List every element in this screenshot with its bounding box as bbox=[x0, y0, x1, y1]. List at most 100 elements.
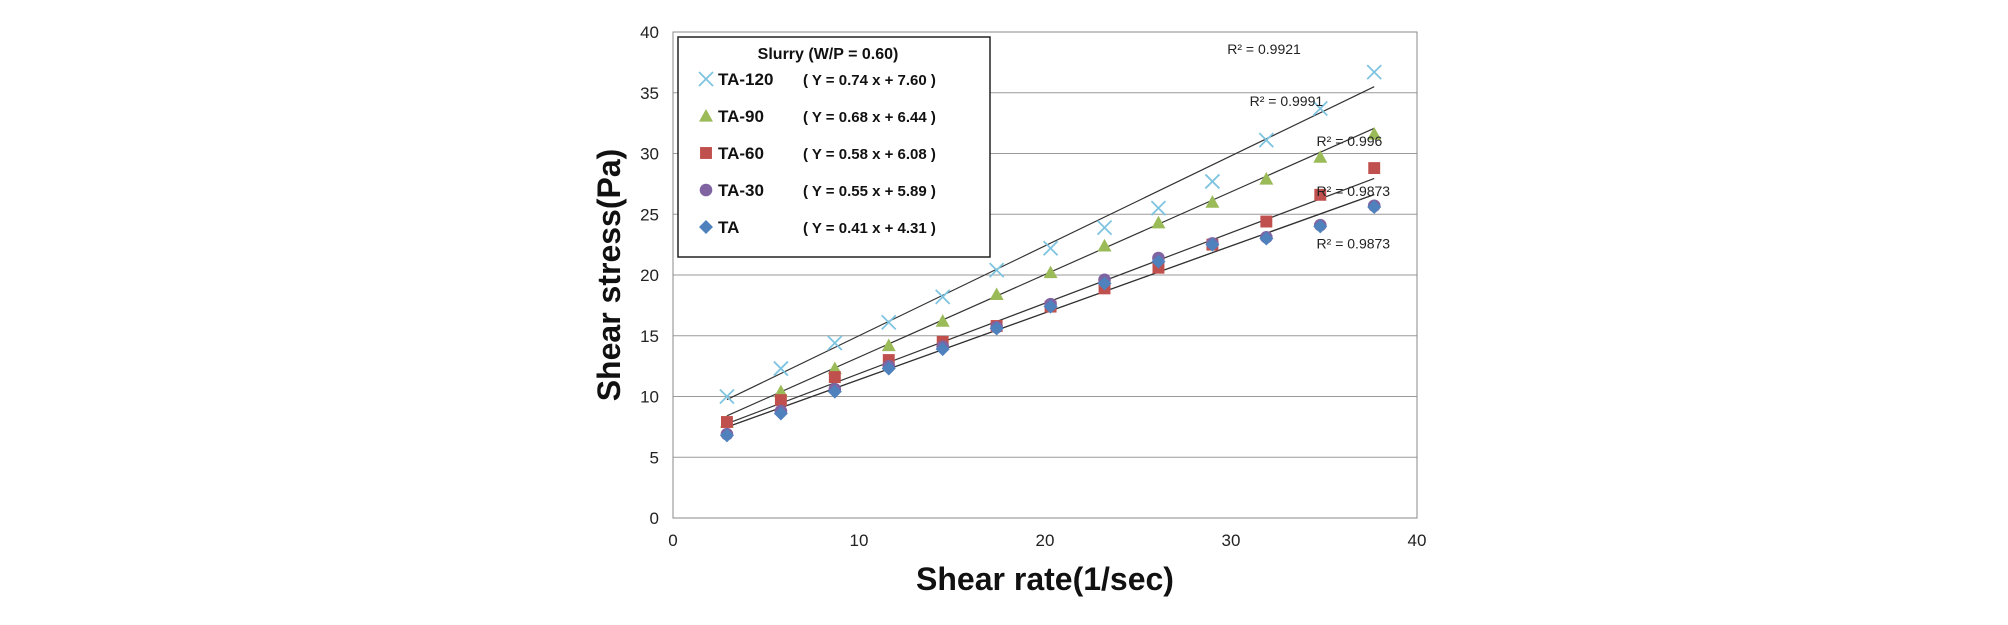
legend-series-name: TA bbox=[718, 218, 739, 237]
legend-equation: ( Y = 0.58 x + 6.08 ) bbox=[803, 146, 936, 163]
data-point bbox=[935, 342, 950, 357]
legend-marker bbox=[699, 109, 713, 122]
marker-stroke bbox=[827, 335, 843, 351]
data-point bbox=[1150, 200, 1167, 216]
x-tick-label: 40 bbox=[1408, 531, 1427, 550]
data-point bbox=[1097, 276, 1112, 291]
y-tick-label: 35 bbox=[640, 84, 659, 103]
r2-label-ta-120: R² = 0.9921 bbox=[1227, 41, 1301, 57]
data-point bbox=[719, 428, 734, 443]
x-tick-label: 30 bbox=[1222, 531, 1241, 550]
y-tick-label: 10 bbox=[640, 388, 659, 407]
legend-entry-ta-60: TA-60 ( Y = 0.58 x + 6.08 ) bbox=[700, 144, 936, 163]
data-point bbox=[935, 314, 950, 327]
series-ta-90 bbox=[719, 127, 1382, 428]
y-tick-label: 0 bbox=[650, 509, 659, 528]
data-point bbox=[989, 287, 1004, 301]
marker-stroke bbox=[1258, 132, 1274, 148]
data-point bbox=[719, 388, 735, 405]
marker-stroke bbox=[1150, 200, 1167, 216]
legend-equation: ( Y = 0.55 x + 5.89 ) bbox=[803, 183, 936, 200]
y-tick-label: 40 bbox=[640, 23, 659, 42]
data-point bbox=[1313, 150, 1328, 163]
marker-stroke bbox=[1312, 100, 1328, 117]
data-point bbox=[1314, 188, 1327, 201]
data-point bbox=[720, 416, 733, 428]
data-point bbox=[1259, 231, 1274, 246]
y-tick-label: 5 bbox=[650, 448, 659, 467]
data-point bbox=[1097, 238, 1112, 252]
marker-stroke bbox=[698, 71, 714, 87]
data-point bbox=[989, 321, 1004, 336]
data-point bbox=[773, 360, 789, 377]
data-point bbox=[1366, 64, 1382, 80]
legend-box bbox=[677, 36, 991, 258]
data-point bbox=[881, 314, 897, 331]
y-tick-label: 20 bbox=[640, 266, 659, 285]
r2-label-ta-60: R² = 0.996 bbox=[1317, 133, 1383, 149]
data-point bbox=[1313, 219, 1328, 234]
x-axis-title: Shear rate(1/sec) bbox=[916, 561, 1174, 597]
marker-stroke bbox=[719, 388, 735, 405]
legend-series-name: TA-60 bbox=[718, 144, 764, 163]
marker-stroke bbox=[935, 289, 951, 305]
legend-series-name: TA-30 bbox=[718, 181, 764, 200]
data-point bbox=[1367, 127, 1382, 140]
data-point bbox=[828, 371, 841, 384]
marker-stroke bbox=[989, 262, 1005, 278]
legend-equation: ( Y = 0.74 x + 7.60 ) bbox=[803, 72, 936, 89]
r2-label-ta-90: R² = 0.9991 bbox=[1250, 93, 1324, 109]
marker-stroke bbox=[1204, 173, 1221, 190]
data-point bbox=[774, 394, 787, 407]
data-point bbox=[1367, 199, 1382, 214]
r2-label-ta: R² = 0.9873 bbox=[1317, 235, 1391, 251]
data-point bbox=[773, 406, 788, 421]
data-point bbox=[1043, 299, 1058, 314]
r-squared-labels: R² = 0.9921 R² = 0.9991 R² = 0.996 R² = 0.9… bbox=[1227, 41, 1390, 251]
data-point bbox=[1204, 173, 1221, 190]
data-point bbox=[1042, 240, 1059, 256]
data-point bbox=[881, 338, 896, 352]
y-axis-title: Shear stress(Pa) bbox=[591, 149, 627, 402]
marker-stroke bbox=[773, 360, 789, 377]
data-point bbox=[1205, 195, 1220, 208]
legend-entry-ta-90: TA-90 ( Y = 0.68 x + 6.44 ) bbox=[699, 107, 936, 126]
tick-labels: 0 5 10 15 20 25 30 35 40 0 10 20 30 40 bbox=[640, 23, 1426, 550]
legend-marker bbox=[698, 71, 714, 87]
legend-series-name: TA-90 bbox=[718, 107, 764, 126]
legend-series-name: TA-120 bbox=[718, 70, 773, 89]
legend-entries: TA-120 ( Y = 0.74 x + 7.60 ) TA-90 ( Y = 0.… bbox=[698, 70, 936, 237]
data-point bbox=[1260, 215, 1273, 228]
data-point bbox=[989, 262, 1005, 278]
marker-stroke bbox=[1096, 219, 1113, 236]
series-ta-120 bbox=[719, 64, 1382, 405]
y-tick-label: 15 bbox=[640, 327, 659, 346]
y-tick-label: 30 bbox=[640, 145, 659, 164]
series-ta bbox=[719, 199, 1382, 443]
data-point bbox=[1096, 219, 1113, 236]
data-point bbox=[881, 361, 896, 376]
legend-marker bbox=[699, 183, 713, 197]
data-point bbox=[1368, 162, 1381, 175]
data-markers bbox=[719, 64, 1382, 443]
legend-title: Slurry (W/P = 0.60) bbox=[758, 46, 899, 63]
data-point bbox=[1258, 132, 1274, 148]
marker-stroke bbox=[1042, 240, 1059, 256]
data-point bbox=[1043, 265, 1058, 279]
x-tick-label: 0 bbox=[668, 531, 677, 550]
data-point bbox=[1259, 172, 1274, 185]
trendline-ta-120 bbox=[726, 86, 1375, 401]
data-point bbox=[1312, 100, 1328, 117]
data-point bbox=[827, 361, 842, 375]
legend-equation: ( Y = 0.68 x + 6.44 ) bbox=[803, 109, 936, 126]
data-point bbox=[1205, 237, 1220, 252]
legend-marker bbox=[700, 147, 712, 159]
legend-entry-ta: TA ( Y = 0.41 x + 4.31 ) bbox=[699, 218, 936, 237]
marker-stroke bbox=[881, 314, 897, 331]
data-point bbox=[935, 289, 951, 305]
data-point bbox=[1151, 254, 1166, 269]
x-tick-label: 10 bbox=[850, 531, 869, 550]
legend-entry-ta-30: TA-30 ( Y = 0.55 x + 5.89 ) bbox=[699, 181, 936, 200]
data-point bbox=[827, 335, 843, 351]
